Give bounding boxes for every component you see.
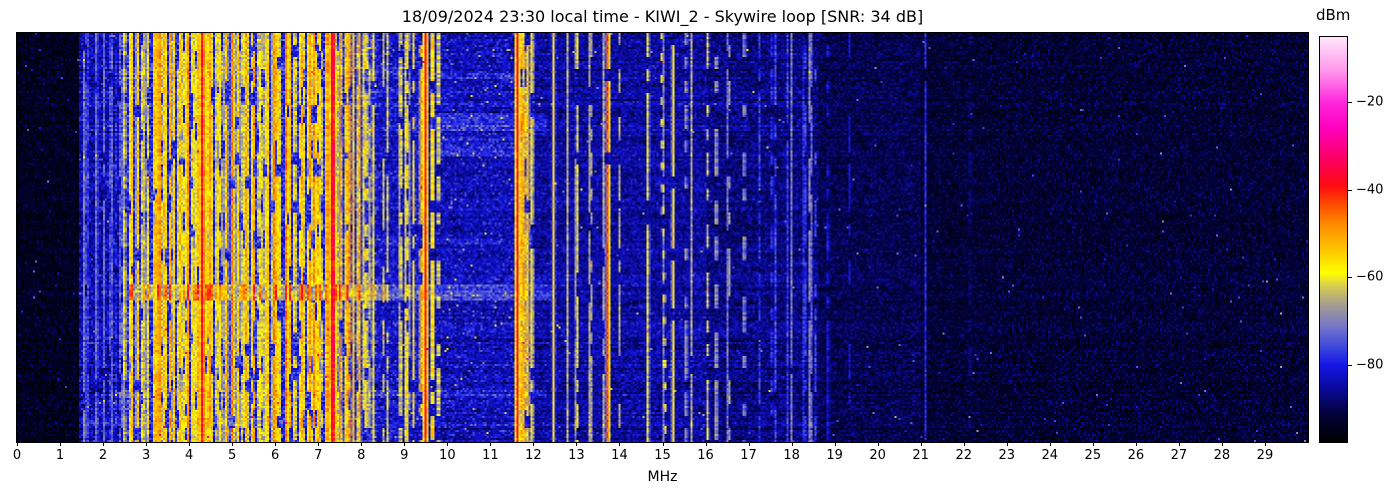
colorbar-tick-mark: [1348, 101, 1352, 103]
x-tick-label: 17: [740, 448, 757, 463]
x-tick-mark: [1006, 442, 1008, 446]
x-tick-label: 18: [783, 448, 800, 463]
x-tick-label: 2: [98, 448, 108, 463]
colorbar-label: dBm: [1316, 6, 1351, 24]
x-tick-mark: [60, 442, 62, 446]
x-tick-label: 9: [400, 448, 409, 463]
x-tick-label: 13: [568, 448, 585, 463]
x-tick-mark: [361, 442, 363, 446]
x-tick-mark: [1178, 442, 1180, 446]
x-tick-label: 28: [1213, 448, 1231, 463]
x-tick-label: 3: [141, 448, 151, 463]
x-axis-label: MHz: [647, 469, 678, 485]
x-tick-label: 1: [55, 448, 65, 463]
x-tick-label: 24: [1041, 448, 1059, 463]
x-tick-label: 29: [1256, 448, 1274, 463]
x-tick-mark: [963, 442, 965, 446]
x-tick-label: 4: [184, 448, 194, 463]
x-tick-mark: [1049, 442, 1051, 446]
colorbar-tick-label: −40: [1356, 182, 1384, 198]
x-tick-mark: [17, 442, 18, 446]
x-tick-mark: [1264, 442, 1266, 446]
waterfall-heatmap: [17, 33, 1308, 442]
x-tick-label: 7: [314, 448, 323, 463]
x-tick-label: 26: [1127, 448, 1145, 463]
colorbar-tick-label: −20: [1356, 94, 1384, 110]
x-tick-label: 20: [869, 448, 886, 463]
x-tick-label: 21: [912, 448, 929, 463]
x-tick-label: 12: [525, 448, 542, 463]
x-tick-label: 16: [697, 448, 714, 463]
x-tick-mark: [103, 442, 105, 446]
x-tick-label: 6: [271, 448, 280, 463]
x-tick-mark: [834, 442, 836, 446]
x-tick-label: 10: [439, 448, 456, 463]
x-tick-mark: [490, 442, 492, 446]
colorbar-gradient: [1319, 36, 1348, 443]
x-tick-mark: [877, 442, 879, 446]
x-tick-mark: [189, 442, 191, 446]
x-tick-label: 15: [654, 448, 671, 463]
x-tick-mark: [791, 442, 793, 446]
colorbar-tick-label: −80: [1356, 357, 1384, 373]
colorbar-tick-mark: [1348, 189, 1352, 191]
x-tick-mark: [619, 442, 621, 446]
plot-frame: [16, 32, 1309, 443]
x-tick-mark: [662, 442, 664, 446]
x-tick-mark: [318, 442, 320, 446]
x-tick-mark: [275, 442, 277, 446]
colorbar-tick-label: −60: [1356, 269, 1384, 285]
x-tick-label: 8: [357, 448, 366, 463]
x-tick-mark: [576, 442, 578, 446]
x-tick-label: 22: [955, 448, 972, 463]
x-tick-label: 14: [611, 448, 628, 463]
x-tick-mark: [404, 442, 406, 446]
x-tick-label: 23: [998, 448, 1016, 463]
colorbar-tick-mark: [1348, 364, 1352, 366]
x-tick-mark: [447, 442, 449, 446]
x-tick-mark: [1135, 442, 1137, 446]
x-tick-label: 5: [228, 448, 237, 463]
x-tick-mark: [1092, 442, 1094, 446]
x-tick-label: 11: [482, 448, 499, 463]
x-tick-label: 27: [1170, 448, 1188, 463]
x-tick-mark: [146, 442, 148, 446]
x-tick-mark: [533, 442, 535, 446]
chart-title: 18/09/2024 23:30 local time - KIWI_2 - S…: [401, 7, 924, 26]
x-tick-label: 19: [826, 448, 843, 463]
colorbar-tick-mark: [1348, 277, 1352, 279]
x-tick-label: 25: [1084, 448, 1102, 463]
x-tick-mark: [1221, 442, 1223, 446]
x-tick-mark: [232, 442, 234, 446]
x-tick-mark: [705, 442, 707, 446]
x-tick-label: 0: [12, 448, 22, 463]
x-tick-mark: [920, 442, 922, 446]
x-tick-mark: [748, 442, 750, 446]
